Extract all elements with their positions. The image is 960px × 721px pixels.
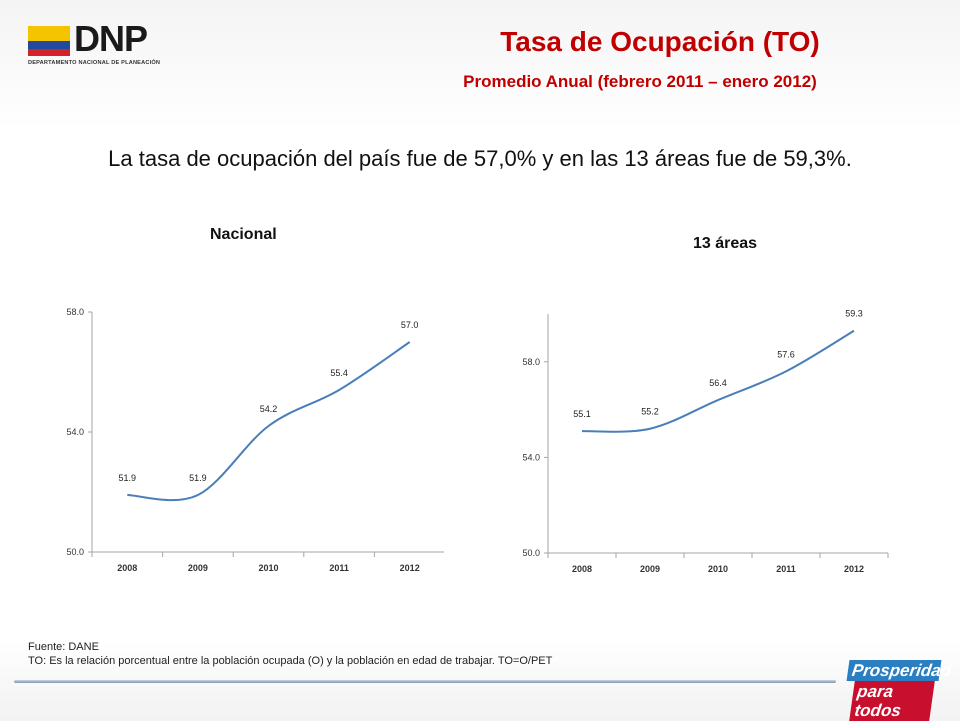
footer-divider: [14, 680, 836, 683]
data-label: 51.9: [189, 473, 207, 483]
data-label: 55.2: [641, 407, 659, 417]
dnp-logo: DNP DEPARTAMENTO NACIONAL DE PLANEACIÓN: [28, 20, 188, 72]
x-tick-label: 2011: [329, 563, 349, 573]
y-tick-label: 50.0: [522, 548, 540, 558]
brand-line1: Prosperidad: [847, 660, 942, 681]
logo-subtext: DEPARTAMENTO NACIONAL DE PLANEACIÓN: [28, 60, 160, 66]
series-line: [127, 342, 409, 500]
y-tick-label: 58.0: [522, 357, 540, 367]
data-label: 54.2: [260, 404, 278, 414]
footer-notes: Fuente: DANE TO: Es la relación porcentu…: [28, 640, 552, 668]
footer-source: Fuente: DANE: [28, 640, 552, 654]
chart-13-areas-svg: 50.0 54.0 58.0 2008 2009 2010 2011 2012 55.1 55.2…: [498, 296, 902, 584]
data-label: 55.4: [330, 368, 348, 378]
y-tick-label: 54.0: [522, 452, 540, 462]
colombia-flag-icon: [28, 26, 70, 56]
data-label: 51.9: [119, 473, 137, 483]
x-tick-label: 2011: [776, 564, 796, 574]
data-label: 59.3: [845, 309, 863, 319]
page-subtitle: Promedio Anual (febrero 2011 – enero 201…: [300, 72, 960, 92]
y-tick-label: 50.0: [66, 547, 84, 557]
data-label: 56.4: [709, 378, 727, 388]
x-tick-label: 2008: [572, 564, 592, 574]
x-tick-label: 2008: [117, 563, 137, 573]
data-label: 55.1: [573, 409, 591, 419]
x-tick-label: 2012: [844, 564, 864, 574]
chart-nacional: 50.0 54.0 58.0 2008 2009 2010 2011 2012 51.9 51.9…: [40, 296, 444, 582]
data-label: 57.0: [401, 320, 419, 330]
data-label: 57.6: [777, 349, 795, 359]
headline-text: La tasa de ocupación del país fue de 57,…: [0, 146, 960, 172]
prosperidad-logo: Prosperidad para todos: [848, 660, 940, 704]
y-tick-label: 58.0: [66, 307, 84, 317]
x-tick-label: 2012: [400, 563, 420, 573]
logo-text: DNP: [74, 18, 147, 60]
y-tick-label: 54.0: [66, 427, 84, 437]
x-tick-label: 2009: [188, 563, 208, 573]
chart-title-13-areas: 13 áreas: [693, 235, 757, 253]
chart-13-areas: 50.0 54.0 58.0 2008 2009 2010 2011 2012 55.1 55.2…: [498, 296, 902, 584]
chart-nacional-svg: 50.0 54.0 58.0 2008 2009 2010 2011 2012 51.9 51.9…: [40, 296, 444, 582]
chart-title-nacional: Nacional: [210, 226, 277, 244]
brand-line2: para todos: [849, 681, 935, 721]
x-tick-label: 2010: [708, 564, 728, 574]
x-tick-label: 2010: [258, 563, 278, 573]
x-tick-label: 2009: [640, 564, 660, 574]
footer-note: TO: Es la relación porcentual entre la p…: [28, 654, 552, 668]
page-title: Tasa de Ocupación (TO): [340, 26, 960, 58]
